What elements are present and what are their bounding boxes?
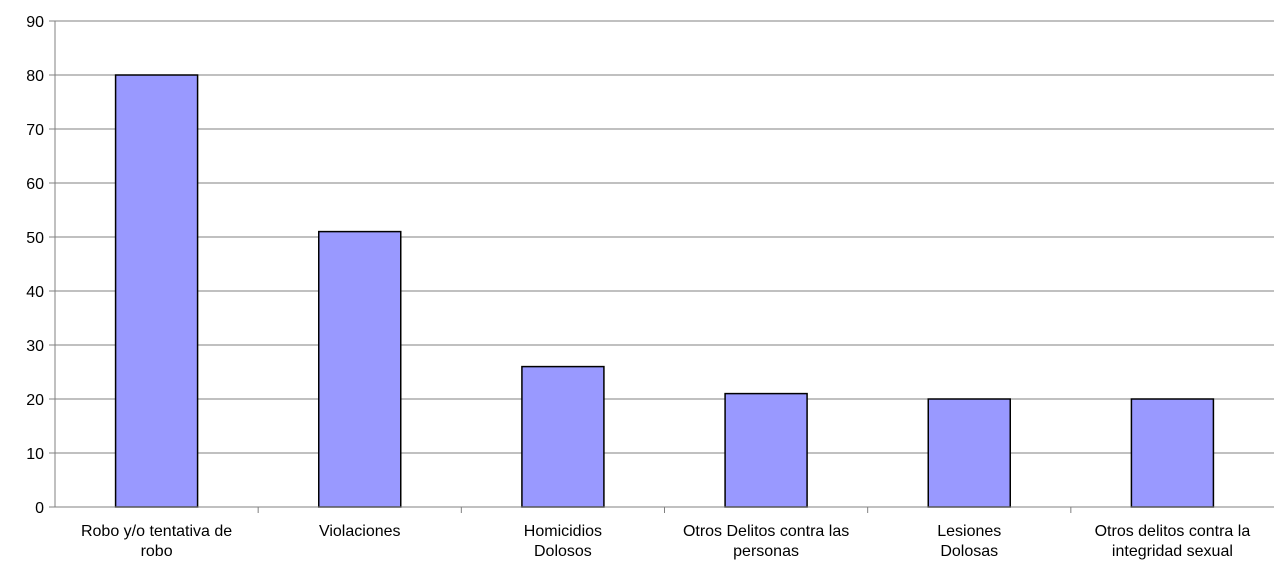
x-category-label: Otros Delitos contra las personas <box>683 523 849 560</box>
y-tick-label: 80 <box>26 68 44 85</box>
x-category-label: Homicidios Dolosos <box>524 523 602 560</box>
x-category-label-line: personas <box>733 543 799 560</box>
x-category-label: Lesiones Dolosas <box>937 523 1001 560</box>
y-tick-label: 40 <box>26 284 44 301</box>
y-tick-label: 60 <box>26 176 44 193</box>
bar <box>521 365 605 508</box>
y-tick-label: 0 <box>35 500 44 517</box>
y-tick-label: 90 <box>26 14 44 31</box>
x-category-label: Otros delitos contra la integridad sexual <box>1095 523 1251 560</box>
x-category-label: Violaciones <box>319 523 401 540</box>
x-category-labels: Robo y/o tentativa de robo Violaciones Homi… <box>81 523 1250 560</box>
bar <box>114 74 199 508</box>
y-tick-label: 20 <box>26 392 44 409</box>
x-category-label-line: Robo y/o tentativa de <box>81 523 232 540</box>
x-category-label-line: robo <box>141 543 173 560</box>
y-tick-label: 50 <box>26 230 44 247</box>
x-category-label-line: Lesiones <box>937 523 1001 540</box>
x-category-label-line: Homicidios <box>524 523 602 540</box>
axes <box>49 20 1274 513</box>
x-category-label: Robo y/o tentativa de robo <box>81 523 232 560</box>
gridlines <box>55 20 1274 454</box>
x-category-label-line: Dolosos <box>534 543 592 560</box>
x-category-label-line: Otros Delitos contra las <box>683 523 849 540</box>
y-tick-label: 70 <box>26 122 44 139</box>
x-category-label-line: Violaciones <box>319 523 401 540</box>
x-category-label-line: integridad sexual <box>1112 543 1233 560</box>
y-tick-label: 10 <box>26 446 44 463</box>
bar <box>318 230 402 508</box>
bar <box>927 398 1011 508</box>
y-tick-labels: 0 10 20 30 40 50 60 70 80 90 <box>26 14 44 517</box>
y-tick-label: 30 <box>26 338 44 355</box>
x-category-label-line: Dolosas <box>940 543 998 560</box>
bars <box>114 74 1215 508</box>
bar <box>1130 398 1215 508</box>
x-category-label-line: Otros delitos contra la <box>1095 523 1251 540</box>
bar <box>724 392 808 508</box>
